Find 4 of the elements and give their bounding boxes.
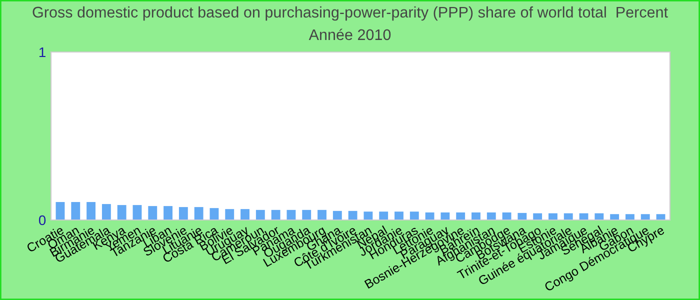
- y-tick-label: 1: [39, 47, 46, 58]
- y-tick-label: 0: [38, 215, 46, 226]
- chart-title: Gross domestic product based on purchasing-power-parity (PPP) share of world total Percent: [32, 6, 668, 21]
- chart-subtitle: Année 2010: [308, 28, 391, 40]
